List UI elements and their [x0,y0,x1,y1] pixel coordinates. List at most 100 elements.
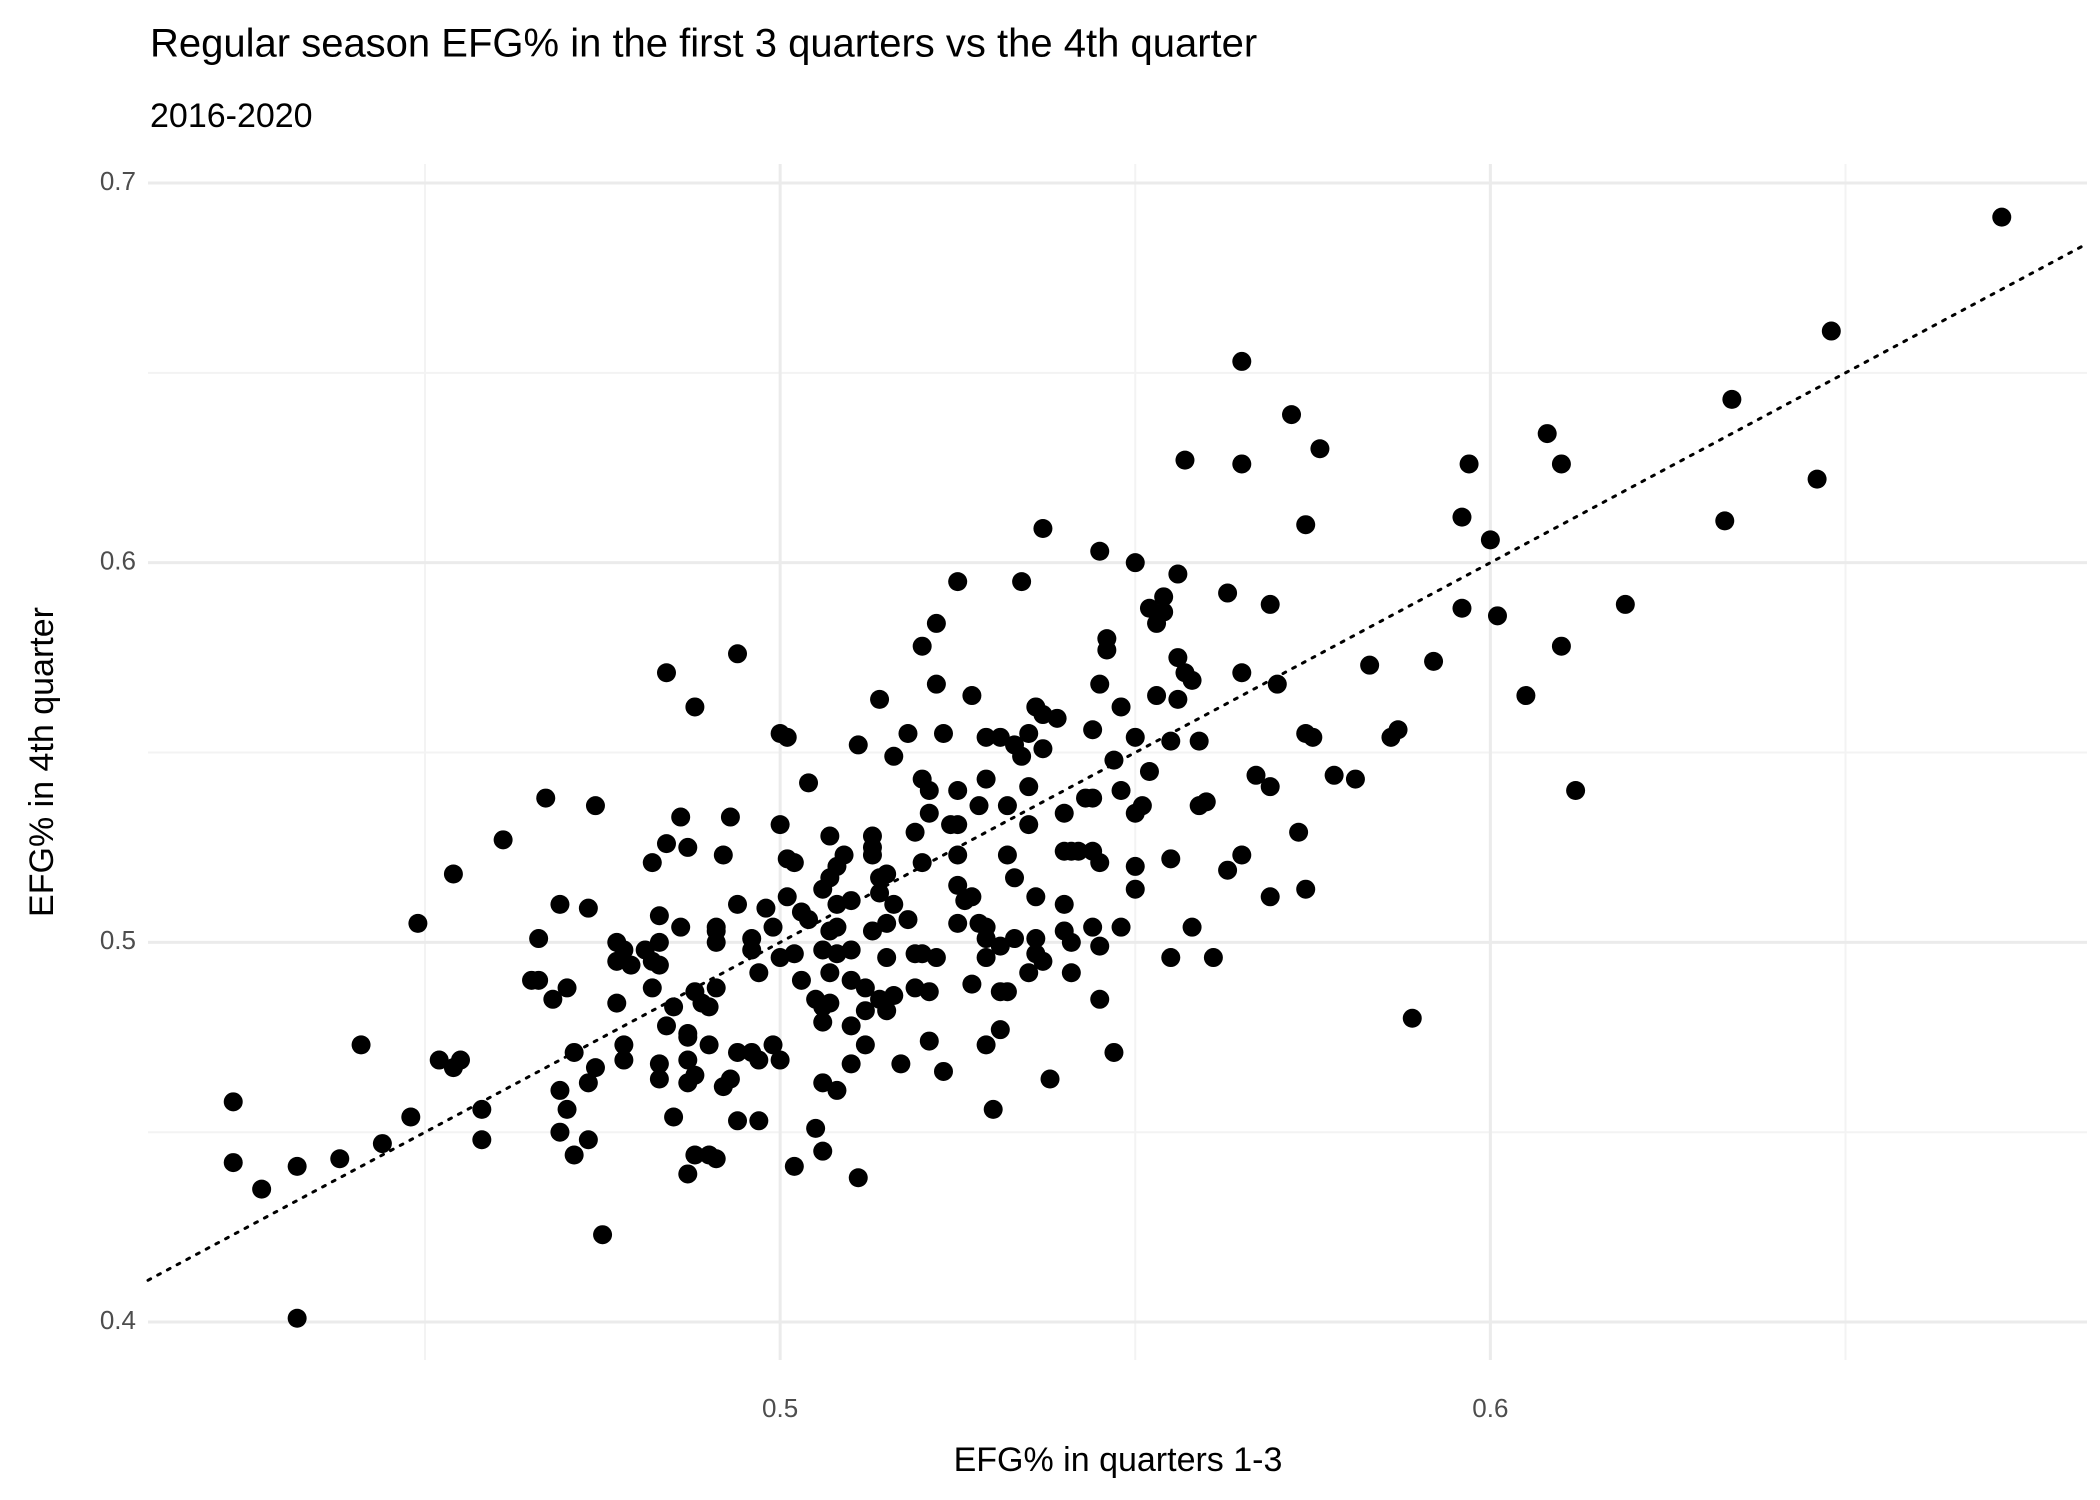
point [1125,856,1145,876]
point [678,1164,698,1184]
point [728,1042,748,1062]
point [1054,894,1074,914]
point [678,1027,698,1047]
point [891,1054,911,1074]
point [756,898,776,918]
point [1083,917,1103,937]
point [1005,929,1025,949]
point [578,1073,598,1093]
point [699,997,719,1017]
point [905,822,925,842]
point [855,1001,875,1021]
point [550,1122,570,1142]
point [799,910,819,930]
point [884,986,904,1006]
point [898,724,918,744]
point [351,1035,371,1055]
point [1161,731,1181,751]
point [443,864,463,884]
point [1218,583,1238,603]
point [1232,454,1252,474]
point [926,674,946,694]
point [912,853,932,873]
point [784,853,804,873]
point [784,944,804,964]
point [706,978,726,998]
point [1147,613,1167,633]
point [656,834,676,854]
point [862,837,882,857]
point [1033,518,1053,538]
point [827,894,847,914]
point [649,1054,669,1074]
point [720,1069,740,1089]
point [223,1092,243,1112]
point [884,746,904,766]
point [976,948,996,968]
point [585,1058,605,1078]
point [1019,815,1039,835]
point [770,948,790,968]
point [962,974,982,994]
point [1821,321,1841,341]
chart-subtitle: 2016-2020 [150,97,313,135]
point [720,807,740,827]
point [777,887,797,907]
point [401,1107,421,1127]
point [649,955,669,975]
point [1232,351,1252,371]
point [1019,724,1039,744]
point [1161,948,1181,968]
point [678,837,698,857]
point [820,826,840,846]
point [1097,640,1117,660]
point [649,906,669,926]
point [1161,849,1181,869]
point [1147,686,1167,706]
point [1402,1008,1422,1028]
point [287,1308,307,1328]
point [919,982,939,1002]
point [536,788,556,808]
point [607,993,627,1013]
point [1296,879,1316,899]
point [1026,887,1046,907]
point [1218,860,1238,880]
point [1189,731,1209,751]
point [1360,655,1380,675]
point [728,894,748,914]
point [1090,989,1110,1009]
point [813,1073,833,1093]
point [443,1058,463,1078]
chart-title: Regular season EFG% in the first 3 quart… [150,22,1257,66]
point [1139,598,1159,618]
point [1125,727,1145,747]
y-tick-label: 0.4 [100,1305,136,1335]
point [252,1179,272,1199]
point [1090,853,1110,873]
point [649,1069,669,1089]
point [1104,1042,1124,1062]
point [827,944,847,964]
reference-line [146,242,2089,1282]
point [933,724,953,744]
point [749,1050,769,1070]
point [607,951,627,971]
point [948,875,968,895]
point [1012,572,1032,592]
point [1260,777,1280,797]
point [1424,651,1444,671]
point [1203,948,1223,968]
point [1992,207,2012,227]
x-tick-label: 0.5 [762,1393,798,1423]
point [472,1130,492,1150]
point [997,845,1017,865]
point [685,1145,705,1165]
point [877,913,897,933]
point [493,830,513,850]
point [919,780,939,800]
point [1090,541,1110,561]
point [1232,845,1252,865]
point [1381,727,1401,747]
point [1175,450,1195,470]
